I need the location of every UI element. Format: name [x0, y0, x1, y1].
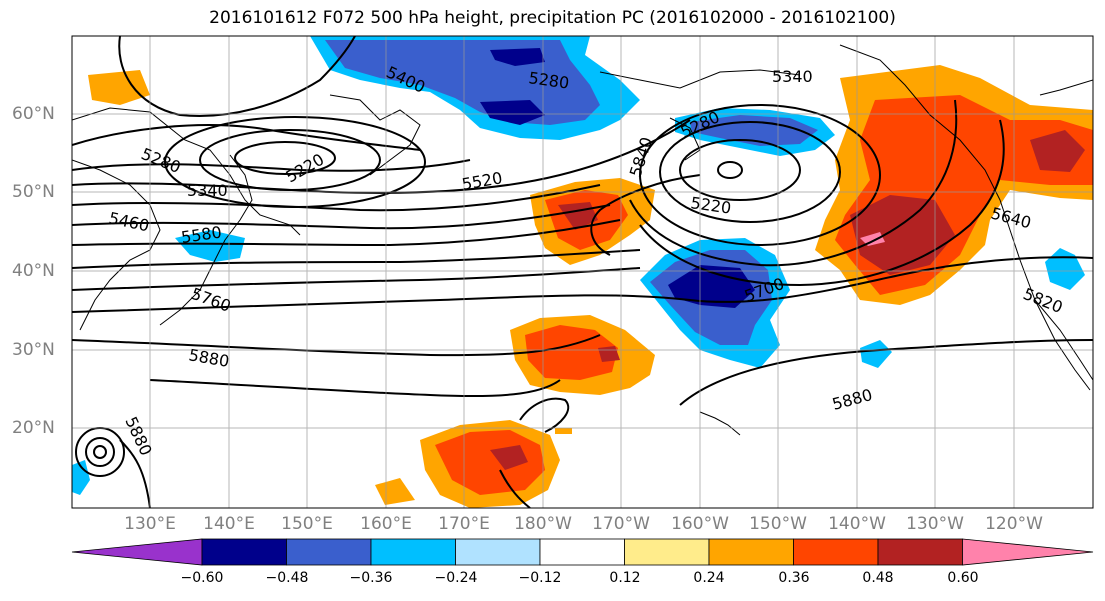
colorbar-tick-label: 0.24 [693, 570, 725, 586]
map-title: 2016101612 F072 500 hPa height, precipit… [209, 8, 896, 28]
colorbar-segment [286, 538, 372, 566]
colorbar-tick-label: −0.24 [434, 570, 478, 586]
colorbar-segment [624, 538, 710, 566]
colorbar-tick-label: −0.36 [349, 570, 393, 586]
colorbar-segment [539, 538, 625, 566]
lon-label: 130°E [124, 514, 176, 534]
lon-label: 180°W [514, 514, 572, 534]
colorbar-tick-label: −0.12 [518, 570, 562, 586]
contour-label: 5340 [772, 67, 813, 86]
precip-shading [72, 36, 1093, 508]
colorbar-tick-label: 0.12 [609, 570, 641, 586]
lon-label: 160°E [360, 514, 412, 534]
lon-label: 150°E [281, 514, 333, 534]
colorbar-segment [708, 538, 794, 566]
colorbar [71, 538, 1094, 566]
lon-label: 130°W [906, 514, 964, 534]
lon-label: 120°W [985, 514, 1043, 534]
lon-label: 140°W [828, 514, 886, 534]
contour-label: 5340 [187, 181, 228, 200]
colorbar-tick-label: 0.36 [778, 570, 810, 586]
colorbar-tick-label: −0.60 [180, 570, 224, 586]
colorbar-segment [455, 538, 541, 566]
colorbar-segment [370, 538, 456, 566]
lat-label: 60°N [12, 104, 55, 124]
lat-label: 20°N [12, 418, 55, 438]
colorbar-segment [962, 538, 1094, 566]
lon-label: 170°E [438, 514, 490, 534]
lon-label: 150°W [749, 514, 807, 534]
lat-label: 40°N [12, 261, 55, 281]
lat-label: 50°N [12, 182, 55, 202]
colorbar-segment [793, 538, 879, 566]
colorbar-segment [877, 538, 963, 566]
plot-frame [71, 35, 1094, 509]
colorbar-segment [71, 538, 203, 566]
colorbar-segment [201, 538, 287, 566]
lon-label: 160°W [671, 514, 729, 534]
lat-label: 30°N [12, 340, 55, 360]
gridlines [72, 36, 1093, 508]
lon-label: 170°W [592, 514, 650, 534]
colorbar-tick-label: 0.48 [862, 570, 894, 586]
colorbar-tick-label: 0.60 [947, 570, 979, 586]
lon-label: 140°E [203, 514, 255, 534]
colorbar-tick-label: −0.48 [265, 570, 309, 586]
